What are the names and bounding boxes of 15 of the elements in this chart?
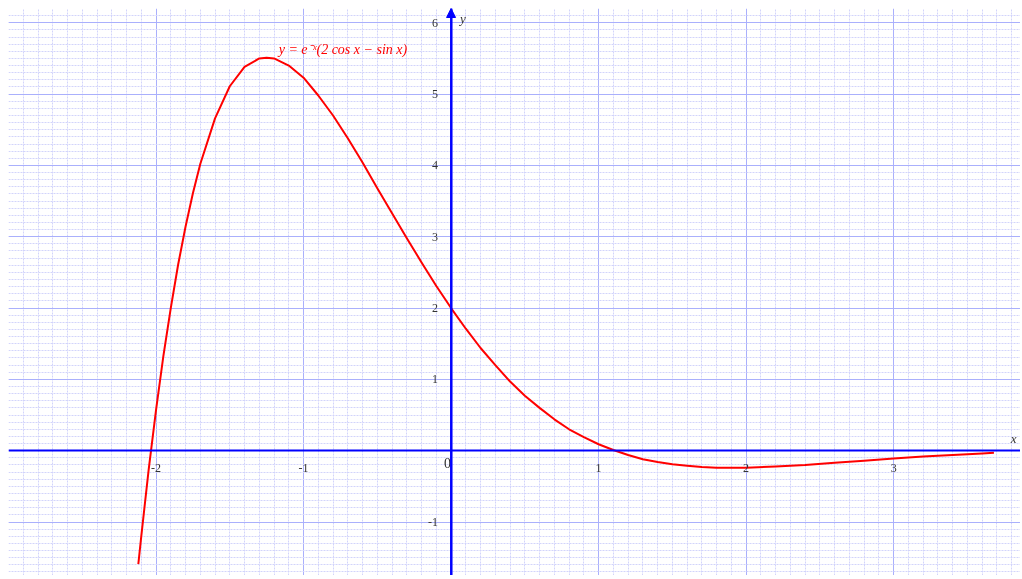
y-tick-label: 4 bbox=[432, 158, 439, 173]
y-tick-label: 1 bbox=[432, 372, 439, 387]
x-tick-label: -2 bbox=[151, 460, 162, 475]
x-tick-label: 3 bbox=[890, 460, 897, 475]
y-tick-label: 6 bbox=[432, 15, 439, 30]
x-tick-label: -1 bbox=[298, 460, 309, 475]
x-tick-label: 1 bbox=[595, 460, 602, 475]
line-series bbox=[137, 56, 995, 566]
y-tick-label: -1 bbox=[428, 515, 439, 530]
x-axis-title: x bbox=[1009, 430, 1017, 446]
y-tick-label: 2 bbox=[432, 301, 439, 316]
y-tick-label: 3 bbox=[432, 229, 439, 244]
series-label: y = e⁻ˣ(2 cos x − sin x) bbox=[276, 41, 408, 58]
y-tick-label: 5 bbox=[432, 87, 439, 102]
y-axis-title: y bbox=[458, 10, 467, 26]
